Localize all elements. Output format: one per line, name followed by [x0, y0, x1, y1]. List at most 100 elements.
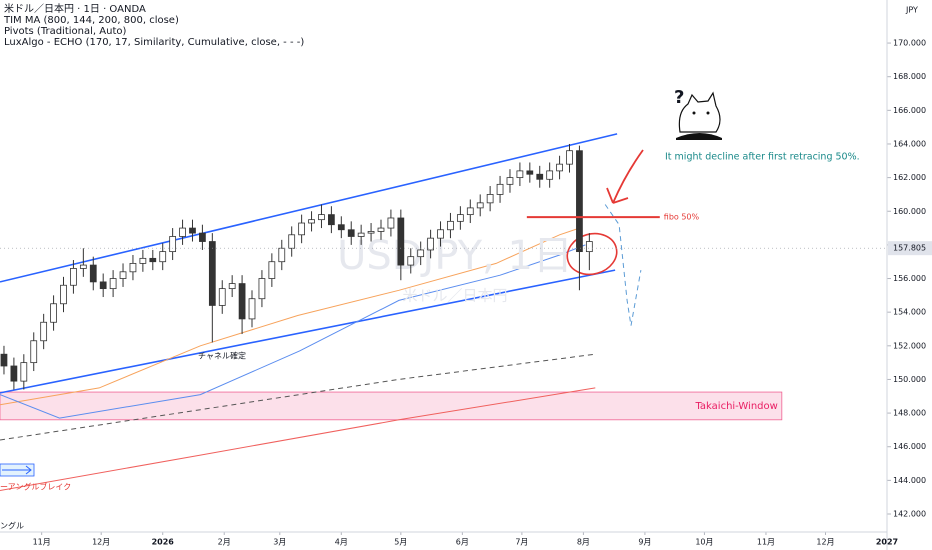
candle-body: [576, 150, 583, 253]
header-symbol: 米ドル／日本円 · 1日 · OANDA: [4, 2, 146, 15]
candle-body: [397, 217, 405, 266]
x-tick-label: 10月: [695, 538, 713, 547]
candle-body: [417, 249, 425, 258]
zone: [0, 391, 783, 421]
y-tick-label: 146.000: [893, 442, 926, 451]
candle-body: [357, 232, 365, 237]
candle-body: [149, 257, 157, 263]
candle-body: [119, 271, 127, 279]
candle-body: [40, 321, 48, 342]
currency-label: JPY: [905, 6, 918, 15]
annotation: ーアングルブレイク: [0, 482, 71, 492]
candle-body: [228, 283, 236, 290]
y-tick-label: 168.000: [893, 72, 926, 81]
header-indicator: LuxAlgo - ECHO (170, 17, Similarity, Cum…: [4, 37, 304, 48]
candle-body: [99, 281, 107, 290]
header-indicator: Pivots (Traditional, Auto): [4, 26, 126, 37]
candle-body: [387, 217, 395, 229]
x-tick-label: 2月: [218, 538, 231, 547]
last-price-label: 157.805: [893, 244, 926, 253]
y-tick-label: 162.000: [893, 173, 926, 182]
cat-doodle: [676, 91, 722, 140]
line: [0, 133, 618, 283]
candle-body: [566, 150, 573, 165]
candle-body: [308, 219, 315, 224]
candle-body: [506, 177, 514, 185]
y-tick-label: 170.000: [893, 39, 926, 48]
candle-body: [159, 251, 167, 263]
candle-body: [437, 229, 444, 239]
candle-body: [238, 283, 246, 320]
watermark: 米ドル／日本円: [402, 287, 507, 305]
y-tick-label: 142.000: [893, 510, 926, 519]
candle-body: [407, 256, 415, 266]
candle-body: [89, 264, 97, 283]
candle-body: [337, 224, 345, 231]
y-tick-label: 164.000: [893, 139, 926, 148]
x-tick-label: 4月: [335, 538, 348, 547]
background-layer: [0, 42, 891, 535]
break-marker: [0, 463, 35, 477]
y-tick-label: 150.000: [893, 375, 926, 384]
candle-body: [189, 227, 196, 234]
x-tick-label: 2027: [876, 538, 898, 547]
candle-body: [288, 234, 296, 249]
candle-body: [516, 170, 524, 179]
x-tick-label: 12月: [816, 538, 834, 547]
candle-body: [248, 298, 256, 320]
candle-body: [50, 303, 57, 323]
candle-body: [466, 207, 474, 216]
candle-body: [208, 241, 216, 306]
candle-body: [20, 362, 28, 382]
y-tick-label: 152.000: [893, 341, 926, 350]
y-tick-label: 154.000: [893, 308, 926, 317]
fibo-label: fibo 50%: [664, 213, 700, 222]
candle-body: [447, 220, 454, 231]
y-tick-label: 144.000: [893, 476, 926, 485]
y-tick-label: 148.000: [893, 409, 926, 418]
candle-body: [298, 222, 305, 236]
candle-body: [536, 173, 544, 180]
y-tick-label: 156.000: [893, 274, 926, 283]
x-tick-label: 8月: [577, 538, 590, 547]
candle-body: [218, 288, 226, 306]
annotation: ングル: [0, 521, 24, 531]
candle-body: [556, 163, 563, 172]
header-indicator: TIM MA (800, 144, 200, 800, close): [3, 15, 179, 26]
annotation: チャネル確定: [198, 351, 246, 361]
last-price-tag: [888, 241, 932, 256]
candle-body: [129, 262, 137, 273]
annotation: ?: [674, 87, 684, 108]
candle-body: [496, 183, 504, 195]
candle-body: [278, 247, 286, 263]
x-tick-label: 7月: [515, 538, 528, 547]
candle-body: [0, 353, 8, 367]
foreground-layer: 142.000 144.000 146.000 148.000 150.000 152.0…: [0, 39, 932, 547]
line: [604, 204, 642, 326]
candle-body: [347, 229, 355, 237]
candle-body: [10, 365, 18, 382]
candle-body: [268, 261, 276, 279]
candle-body: [427, 237, 434, 251]
candle-body: [169, 236, 177, 253]
candle-body: [367, 231, 375, 234]
line: [0, 387, 596, 491]
candle-body: [109, 278, 117, 290]
watermark: USDJPY, 1日: [337, 233, 573, 279]
candle-body: [79, 264, 87, 269]
candle-body: [179, 227, 186, 237]
line: [0, 269, 616, 394]
candle-body: [199, 232, 206, 242]
x-tick-label: 12月: [92, 538, 110, 547]
annotation: It might decline after first retracing 5…: [665, 152, 860, 163]
x-tick-label: 11月: [33, 538, 51, 547]
candle-body: [70, 268, 77, 286]
drawn-circle: [566, 232, 618, 276]
zone-label: Takaichi-Window: [694, 401, 777, 412]
line: [0, 244, 586, 419]
x-tick-label: 9月: [638, 538, 651, 547]
line: [0, 227, 580, 406]
x-tick-label: 5月: [394, 538, 407, 547]
